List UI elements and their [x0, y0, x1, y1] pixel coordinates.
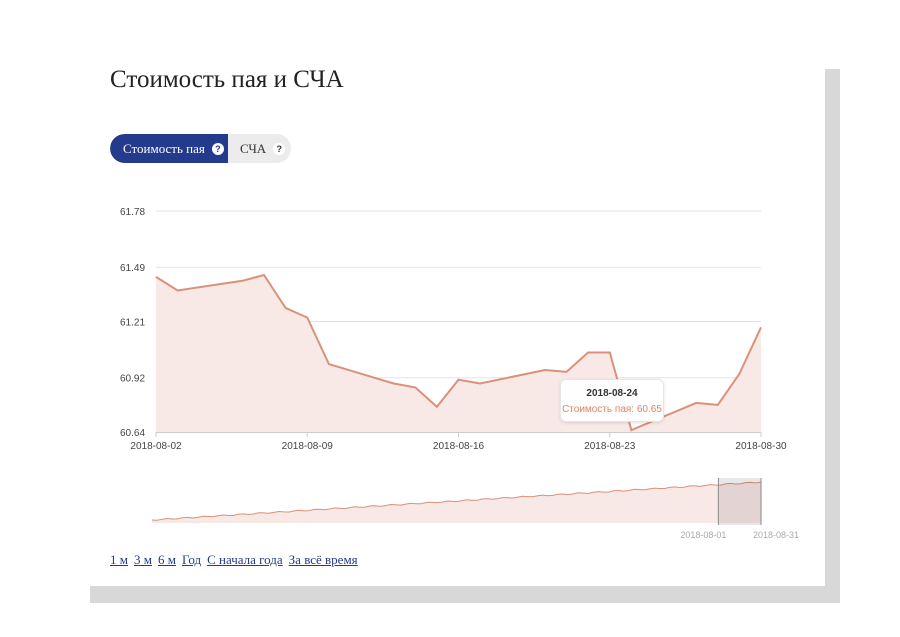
- y-tick-label: 61.78: [120, 207, 145, 218]
- range-1m[interactable]: 1 м: [110, 552, 128, 567]
- navigator-line: [151, 481, 762, 521]
- range-ytd[interactable]: С начала года: [207, 552, 283, 567]
- range-year[interactable]: Год: [181, 552, 202, 567]
- tooltip-value: Стоимость пая: 60.65: [562, 404, 662, 415]
- tab-nav[interactable]: СЧА ?: [228, 134, 291, 163]
- series-line: [155, 273, 762, 432]
- tooltip-date: 2018-08-24: [586, 388, 638, 399]
- tooltip: 2018-08-24 Стоимость пая: 60.65: [560, 379, 664, 422]
- range-selector: 1 м 3 м 6 м Год С начала года За всё время: [110, 552, 364, 568]
- y-tick-label: 60.92: [120, 374, 145, 385]
- tab-unit-price[interactable]: Стоимость пая ?: [110, 134, 228, 163]
- card-shadow-bottom: [90, 586, 840, 603]
- navigator-label: 2018-08-01: [680, 530, 726, 540]
- x-tick-label: 2018-08-16: [433, 441, 485, 452]
- y-tick-label: 61.21: [120, 318, 145, 329]
- series-area: [156, 275, 761, 432]
- card-shadow-right: [825, 69, 840, 603]
- x-tick-label: 2018-08-09: [282, 441, 334, 452]
- tab-nav-label: СЧА: [240, 140, 267, 156]
- y-tick-label: 61.49: [120, 263, 145, 274]
- x-tick-label: 2018-08-23: [584, 441, 636, 452]
- help-icon[interactable]: ?: [211, 142, 224, 155]
- tab-unit-price-label: Стоимость пая: [123, 140, 205, 156]
- navigator-label: 2018-08-31: [753, 530, 799, 540]
- y-tick-label: 60.64: [120, 428, 145, 439]
- range-3m[interactable]: 3 м: [133, 552, 152, 567]
- navigator-area: [152, 482, 761, 523]
- help-icon[interactable]: ?: [273, 142, 286, 155]
- x-tick-label: 2018-08-30: [735, 441, 787, 452]
- series-toggle: Стоимость пая ? СЧА ?: [110, 134, 291, 163]
- x-tick-label: 2018-08-02: [130, 441, 182, 452]
- navigator[interactable]: [151, 478, 762, 525]
- navigator-selection[interactable]: [718, 478, 761, 525]
- page-title: Стоимость пая и СЧА: [110, 66, 344, 93]
- range-all[interactable]: За всё время: [288, 552, 358, 567]
- range-6m[interactable]: 6 м: [157, 552, 176, 567]
